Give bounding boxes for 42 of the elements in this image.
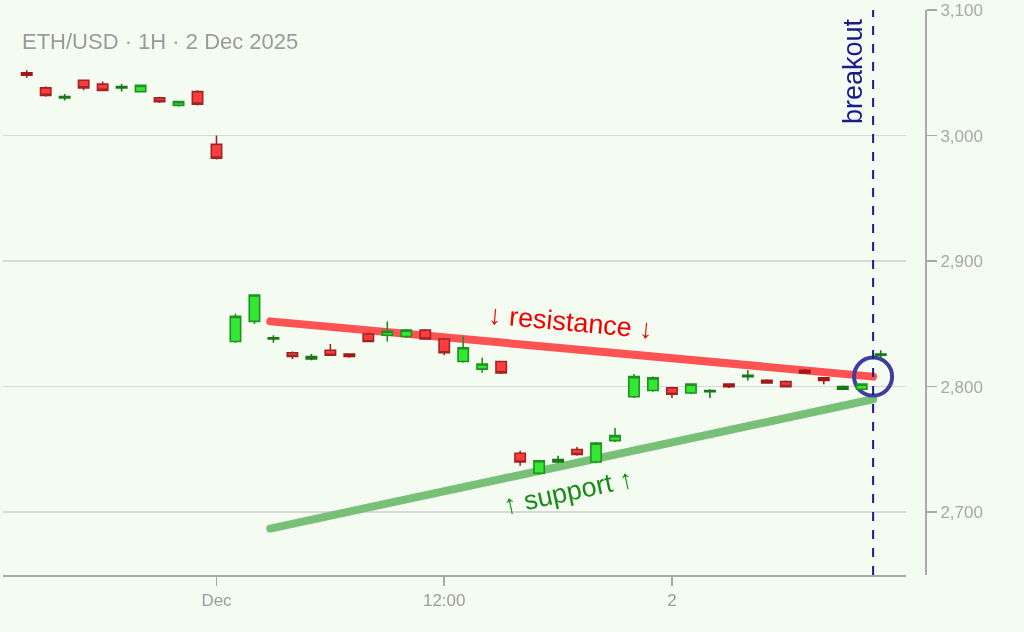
candlestick: [191, 89, 204, 107]
y-tick-label: 3,100: [940, 0, 983, 20]
candlestick: [476, 356, 489, 374]
candlestick: [665, 385, 678, 399]
candlestick: [248, 294, 261, 325]
candlestick: [684, 383, 697, 395]
ref-line-label: breakout: [838, 18, 869, 125]
candlestick: [552, 454, 565, 465]
y-tick-label: 2,700: [940, 503, 983, 523]
y-tick-label: 3,000: [940, 126, 983, 146]
candlestick: [495, 360, 508, 375]
candlestick: [855, 383, 868, 390]
annotation: ↑ support ↑: [500, 463, 636, 521]
candlestick: [628, 373, 640, 399]
candlestick: [39, 85, 52, 98]
candlestick: [646, 375, 659, 393]
candlestick: [324, 343, 337, 357]
candlestick: [457, 335, 470, 364]
candlestick: [419, 328, 432, 340]
candlestick: [267, 334, 280, 344]
candlestick: [381, 320, 394, 343]
annotation: ↓ resistance ↓: [486, 299, 655, 345]
x-tick-label: Dec: [201, 591, 233, 611]
candlestick: [609, 427, 621, 443]
candlestick: [96, 80, 109, 92]
candlestick: [229, 313, 242, 344]
candlestick: [20, 69, 33, 79]
candlestick: [115, 83, 128, 93]
y-tick-label: 2,800: [940, 377, 983, 397]
x-tick-label: 12:00: [422, 591, 466, 611]
candlestick: [590, 441, 603, 465]
candlestick: [438, 336, 451, 357]
candlestick: [362, 331, 375, 343]
candlestick: [514, 449, 527, 467]
candlestick: [874, 349, 887, 360]
y-tick-label: 2,900: [940, 252, 983, 272]
text: ETH/USD · 1H · 2 Dec 2025: [22, 28, 299, 54]
x-tick-label: 2: [667, 591, 677, 611]
candlestick: [817, 377, 830, 385]
candlestick: [400, 328, 413, 339]
candlestick: [533, 459, 546, 476]
candlestick: [77, 79, 90, 92]
